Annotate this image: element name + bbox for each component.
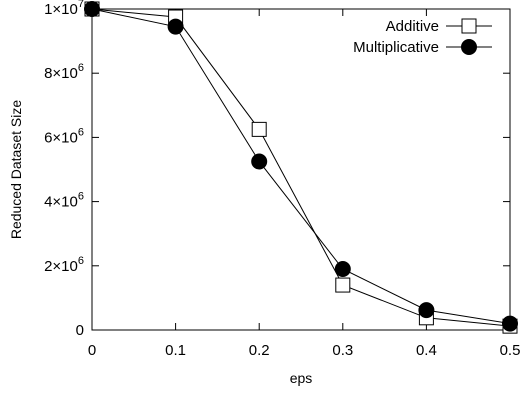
y-tick-label-mantissa: 4×10 (44, 194, 78, 211)
x-tick-label: 0.4 (416, 342, 437, 359)
data-point (334, 261, 351, 278)
y-tick-label-mantissa: 2×10 (44, 258, 78, 275)
x-tick-label: 0.2 (249, 342, 270, 359)
y-tick-label-exponent: 6 (78, 191, 84, 203)
plot-frame (91, 8, 511, 331)
y-tick-label: 6×106 (44, 126, 84, 146)
series-layer (84, 1, 518, 334)
data-point (84, 1, 100, 17)
legend-item: Multiplicative (353, 39, 492, 56)
x-axis-label: eps (290, 370, 313, 386)
x-tick-label: 0.1 (165, 342, 186, 359)
y-tick-label: 1×107 (44, 0, 84, 18)
y-tick-label-mantissa: 1×10 (44, 1, 78, 18)
y-tick-label-exponent: 6 (78, 255, 84, 267)
y-tick-label-mantissa: 8×10 (44, 65, 78, 82)
legend-marker (461, 39, 477, 55)
data-point (167, 18, 184, 35)
y-tick-label: 4×106 (44, 191, 84, 211)
data-point (335, 277, 351, 293)
series-additive (84, 1, 518, 334)
y-tick-label: 8×106 (44, 62, 84, 82)
data-point (418, 302, 435, 319)
series-multiplicative (84, 1, 518, 332)
legend-item: Additive (386, 18, 492, 35)
y-tick-label-exponent: 7 (78, 0, 84, 10)
data-point (502, 315, 518, 332)
legend-label: Additive (386, 18, 439, 35)
y-axis-label: Reduced Dataset Size (8, 100, 24, 240)
y-tick-label-exponent: 6 (78, 62, 84, 74)
legend-marker (461, 18, 477, 34)
x-tick-label: 0.3 (332, 342, 353, 359)
x-tick-label: 0.5 (500, 342, 521, 359)
legend-label: Multiplicative (353, 39, 439, 56)
series-line (91, 8, 511, 327)
y-tick-label: 0 (76, 322, 84, 339)
legend: Additive Multiplicative (353, 18, 492, 56)
y-tick-label-mantissa: 0 (76, 322, 84, 339)
data-point (251, 121, 267, 137)
x-tick-label: 0 (88, 342, 96, 359)
y-tick-label: 2×106 (44, 255, 84, 275)
y-tick-label-exponent: 6 (78, 126, 84, 138)
ticks-layer: 0 0.1 0.2 0.3 0.4 0.502×1064×1066×1068×1061×1… (44, 0, 520, 359)
series-line (91, 8, 511, 325)
y-tick-label-mantissa: 6×10 (44, 129, 78, 146)
data-point (251, 153, 268, 170)
